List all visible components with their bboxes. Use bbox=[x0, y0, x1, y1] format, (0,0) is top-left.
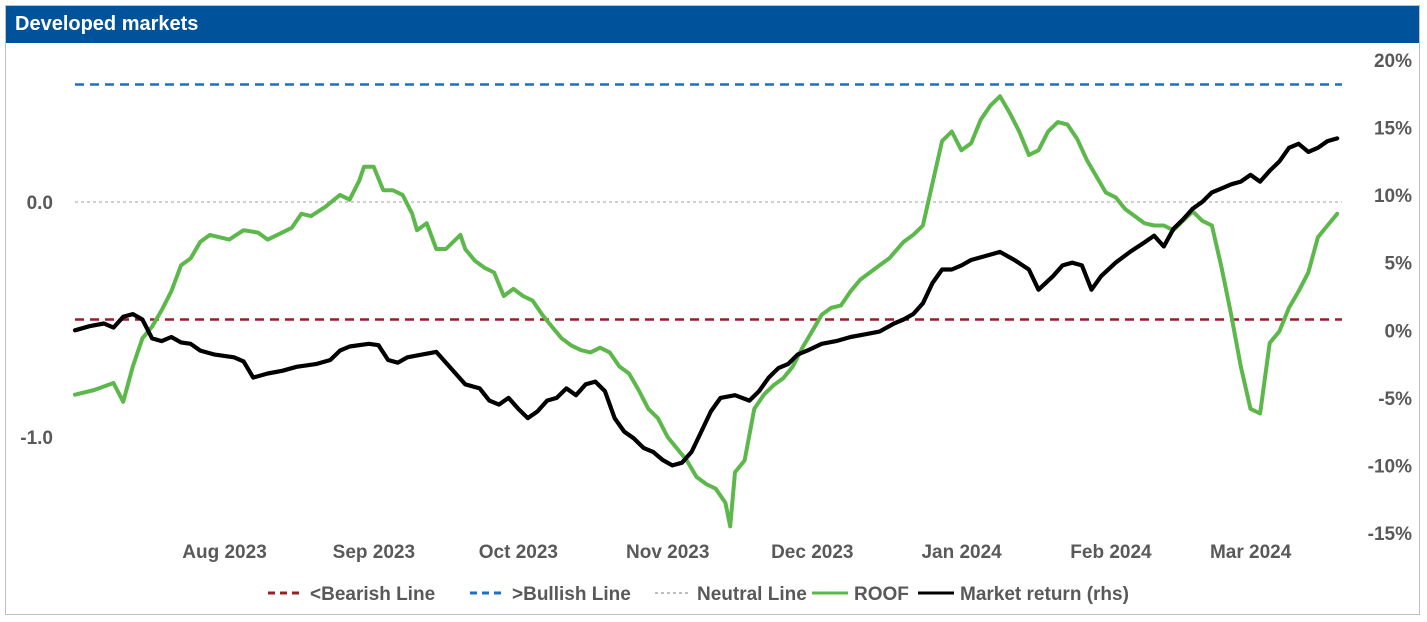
reference-lines bbox=[75, 83, 1342, 321]
chart-header: Developed markets bbox=[6, 6, 1419, 43]
right-axis-ticks: 20% 15% 10% 5% 0% -5% -10% -15% bbox=[1368, 51, 1412, 545]
right-axis-tick-label: 20% bbox=[1374, 51, 1412, 72]
right-axis-tick-label: -15% bbox=[1368, 524, 1412, 545]
legend-label: ROOF bbox=[854, 584, 909, 605]
legend-item: Market return (rhs) bbox=[918, 584, 1129, 605]
left-axis-tick-label: 0.0 bbox=[27, 193, 53, 214]
right-axis-tick-label: 5% bbox=[1385, 254, 1413, 275]
right-axis-tick-label: -10% bbox=[1368, 456, 1412, 477]
legend: <Bearish Line >Bullish Line Neutral Line RO… bbox=[268, 584, 1129, 605]
right-axis-tick-label: 0% bbox=[1385, 321, 1413, 342]
x-axis-tick-label: Sep 2023 bbox=[333, 542, 415, 563]
legend-label: Market return (rhs) bbox=[960, 584, 1129, 605]
x-axis-tick-label: Feb 2024 bbox=[1070, 542, 1152, 563]
x-axis-tick-label: Dec 2023 bbox=[771, 542, 853, 563]
left-axis-tick-label: -1.0 bbox=[20, 428, 53, 449]
legend-label: <Bearish Line bbox=[310, 584, 435, 605]
legend-item: Neutral Line bbox=[655, 584, 807, 605]
right-axis-tick-label: 10% bbox=[1374, 186, 1412, 207]
right-axis-tick-label: -5% bbox=[1378, 389, 1412, 410]
x-axis-tick-label: Mar 2024 bbox=[1210, 542, 1292, 563]
legend-item: >Bullish Line bbox=[470, 584, 631, 605]
x-axis-tick-label: Oct 2023 bbox=[479, 542, 558, 563]
legend-label: >Bullish Line bbox=[512, 584, 631, 605]
legend-label: Neutral Line bbox=[697, 584, 807, 605]
legend-item: ROOF bbox=[812, 584, 909, 605]
left-axis-ticks: 0.0 -1.0 bbox=[20, 193, 53, 449]
right-axis-tick-label: 15% bbox=[1374, 119, 1412, 140]
chart-title: Developed markets bbox=[15, 13, 199, 35]
roof-series-line bbox=[73, 94, 1340, 529]
series-lines bbox=[72, 94, 1340, 529]
x-axis-ticks: Aug 2023 Sep 2023 Oct 2023 Nov 2023 Dec 2023… bbox=[182, 542, 1291, 563]
market-return-series-line bbox=[72, 136, 1340, 468]
legend-item: <Bearish Line bbox=[268, 584, 435, 605]
x-axis-tick-label: Jan 2024 bbox=[921, 542, 1002, 563]
chart-frame bbox=[5, 5, 1420, 615]
x-axis-tick-label: Nov 2023 bbox=[626, 542, 709, 563]
x-axis-tick-label: Aug 2023 bbox=[182, 542, 266, 563]
